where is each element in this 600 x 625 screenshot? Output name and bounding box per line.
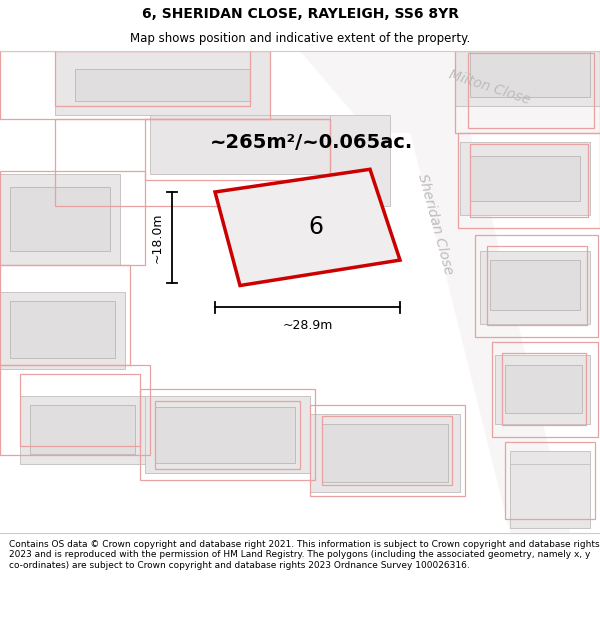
Polygon shape — [145, 396, 310, 474]
Polygon shape — [505, 364, 582, 413]
Text: 6: 6 — [309, 215, 324, 239]
Polygon shape — [30, 406, 135, 454]
Text: 6, SHERIDAN CLOSE, RAYLEIGH, SS6 8YR: 6, SHERIDAN CLOSE, RAYLEIGH, SS6 8YR — [142, 8, 458, 21]
Polygon shape — [150, 115, 330, 174]
Polygon shape — [0, 292, 125, 369]
Polygon shape — [75, 69, 250, 101]
Polygon shape — [322, 424, 448, 482]
Polygon shape — [310, 414, 460, 492]
Polygon shape — [510, 451, 590, 514]
Polygon shape — [510, 464, 590, 528]
Polygon shape — [470, 51, 590, 97]
Polygon shape — [155, 408, 295, 464]
Polygon shape — [215, 169, 400, 286]
Text: ~265m²/~0.065ac.: ~265m²/~0.065ac. — [210, 132, 413, 151]
Polygon shape — [455, 51, 600, 106]
Polygon shape — [10, 188, 110, 251]
Polygon shape — [0, 174, 120, 264]
Polygon shape — [480, 251, 590, 324]
Polygon shape — [460, 142, 590, 215]
Polygon shape — [490, 260, 580, 310]
Text: ~18.0m: ~18.0m — [151, 212, 163, 262]
Text: Contains OS data © Crown copyright and database right 2021. This information is : Contains OS data © Crown copyright and d… — [9, 540, 599, 570]
Polygon shape — [55, 51, 270, 115]
Polygon shape — [390, 51, 570, 532]
Text: Milton Close: Milton Close — [448, 68, 532, 108]
Polygon shape — [10, 301, 115, 358]
Polygon shape — [20, 396, 145, 464]
Text: Sheridan Close: Sheridan Close — [415, 172, 455, 276]
Polygon shape — [300, 51, 600, 133]
Polygon shape — [470, 156, 580, 201]
Polygon shape — [495, 356, 590, 424]
Polygon shape — [330, 115, 390, 206]
Text: Map shows position and indicative extent of the property.: Map shows position and indicative extent… — [130, 32, 470, 45]
Text: ~28.9m: ~28.9m — [283, 319, 332, 332]
